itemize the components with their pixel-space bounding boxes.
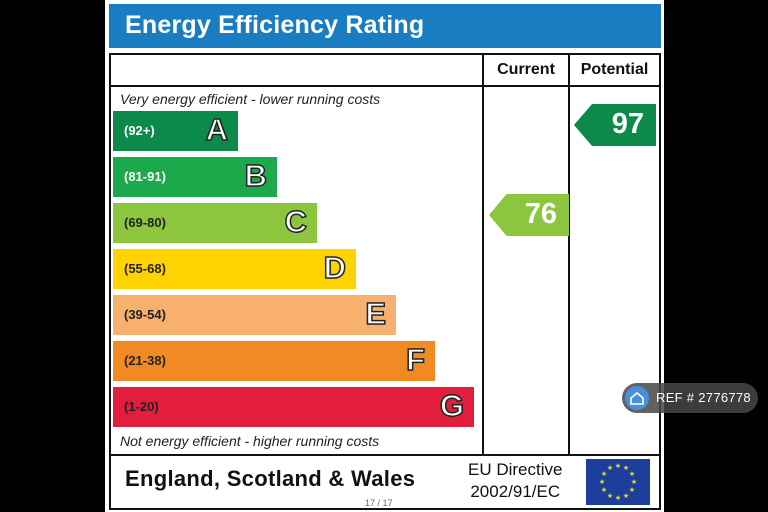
svg-text:★: ★ — [631, 478, 637, 486]
page-title: Energy Efficiency Rating — [125, 11, 425, 39]
note-inefficient: Not energy efficient - higher running co… — [120, 433, 380, 449]
svg-text:★: ★ — [623, 464, 629, 472]
home-icon — [625, 386, 649, 410]
svg-text:★: ★ — [599, 478, 605, 486]
note-efficient: Very energy efficient - lower running co… — [120, 91, 381, 107]
potential-rating-arrow: 97 — [574, 104, 656, 146]
ref-number: REF # 2776778 — [656, 390, 751, 405]
band-letter: C — [284, 203, 308, 240]
band-range: (1-20) — [124, 399, 159, 414]
svg-text:★: ★ — [601, 470, 607, 478]
band-e: (39-54) E — [113, 295, 396, 335]
svg-text:★: ★ — [601, 486, 607, 494]
title-bar: Energy Efficiency Rating — [109, 4, 661, 48]
band-range: (69-80) — [124, 215, 166, 230]
svg-text:★: ★ — [607, 492, 613, 500]
svg-text:★: ★ — [629, 486, 635, 494]
band-c: (69-80) C — [113, 203, 317, 243]
band-d: (55-68) D — [113, 249, 356, 289]
page-indicator: 17 / 17 — [365, 498, 393, 508]
rating-table: Current Potential Very energy efficient … — [109, 53, 661, 510]
band-letter: B — [244, 157, 268, 194]
band-range: (92+) — [124, 123, 155, 138]
epc-sheet: Energy Efficiency Rating Current Potenti… — [105, 0, 664, 512]
directive-line-1: EU Directive — [468, 460, 563, 479]
svg-text:★: ★ — [607, 464, 613, 472]
band-g: (1-20) G — [113, 387, 474, 427]
column-divider-current — [482, 55, 484, 454]
band-letter: G — [439, 387, 465, 424]
svg-text:★: ★ — [615, 462, 621, 470]
footer-divider — [111, 454, 659, 456]
band-letter: A — [205, 111, 229, 148]
svg-text:★: ★ — [623, 492, 629, 500]
directive-line-2: 2002/91/EC — [470, 482, 561, 501]
band-range: (81-91) — [124, 169, 166, 184]
svg-text:★: ★ — [629, 470, 635, 478]
ref-badge[interactable]: REF # 2776778 — [622, 383, 758, 413]
column-header-potential: Potential — [580, 61, 649, 78]
band-f: (21-38) F — [113, 341, 435, 381]
header-divider — [111, 85, 659, 87]
band-letter: E — [365, 295, 387, 332]
band-range: (39-54) — [124, 307, 166, 322]
column-divider-potential — [568, 55, 570, 454]
svg-text:★: ★ — [615, 494, 621, 502]
current-rating-value: 76 — [524, 198, 557, 230]
column-header-current: Current — [497, 61, 555, 78]
band-b: (81-91) B — [113, 157, 277, 197]
region-label: England, Scotland & Wales — [125, 466, 416, 491]
band-range: (21-38) — [124, 353, 166, 368]
eu-flag-icon: ★ ★ ★ ★ ★ ★ ★ ★ ★ ★ ★ ★ — [586, 459, 650, 505]
potential-rating-value: 97 — [611, 108, 644, 140]
eu-directive: EU Directive 2002/91/EC — [468, 459, 562, 503]
band-letter: D — [323, 249, 347, 286]
band-range: (55-68) — [124, 261, 166, 276]
current-rating-arrow: 76 — [489, 194, 569, 236]
band-letter: F — [405, 341, 425, 378]
band-a: (92+) A — [113, 111, 238, 151]
